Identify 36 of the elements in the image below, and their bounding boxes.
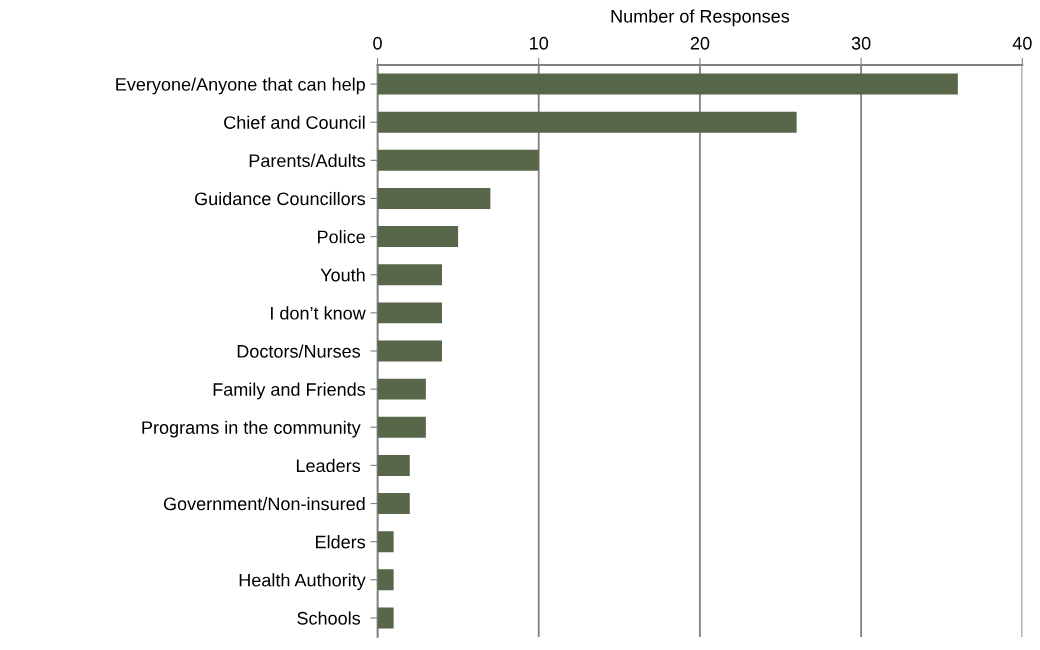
bar	[377, 378, 426, 400]
bar	[377, 149, 539, 171]
x-tick-label: 10	[530, 36, 549, 50]
x-tick-label: 40	[1012, 36, 1032, 50]
bar	[377, 111, 797, 133]
bar	[377, 454, 410, 476]
bar	[377, 531, 394, 553]
bar	[377, 569, 394, 591]
bar	[377, 340, 442, 362]
y-tick-label: Programs in the community	[142, 420, 361, 438]
y-tick-label: Youth	[320, 268, 365, 282]
y-tick-label: Family and Friends	[213, 382, 366, 400]
y-tick-label: Leaders	[296, 458, 361, 473]
x-tick-label: 0	[373, 36, 382, 50]
bar	[377, 607, 394, 629]
y-tick-label: Police	[318, 230, 365, 244]
y-tick-label: Health Authority	[239, 573, 366, 591]
bar	[377, 187, 491, 209]
x-tick-label: 30	[851, 36, 871, 50]
y-tick-label: Parents/Adults	[249, 153, 366, 168]
y-tick-label: Guidance Councillors	[195, 191, 366, 206]
bar	[377, 493, 410, 515]
y-tick-label: Government/Non-insured	[163, 496, 365, 511]
bar	[377, 416, 426, 438]
x-axis-title: Number of Responses	[611, 9, 790, 27]
y-tick-label: Elders	[316, 535, 366, 549]
bar	[377, 226, 459, 248]
y-tick-label: I don’t know	[271, 306, 366, 320]
x-tick-label: 20	[690, 36, 710, 50]
y-tick-label: Schools	[297, 611, 361, 625]
y-tick-label: Everyone/Anyone that can help	[116, 77, 365, 95]
bar	[377, 302, 442, 324]
bar	[377, 264, 442, 286]
y-tick-label: Chief and Council	[224, 115, 365, 129]
y-tick-label: Doctors/Nurses	[237, 344, 361, 358]
bar	[377, 73, 958, 95]
